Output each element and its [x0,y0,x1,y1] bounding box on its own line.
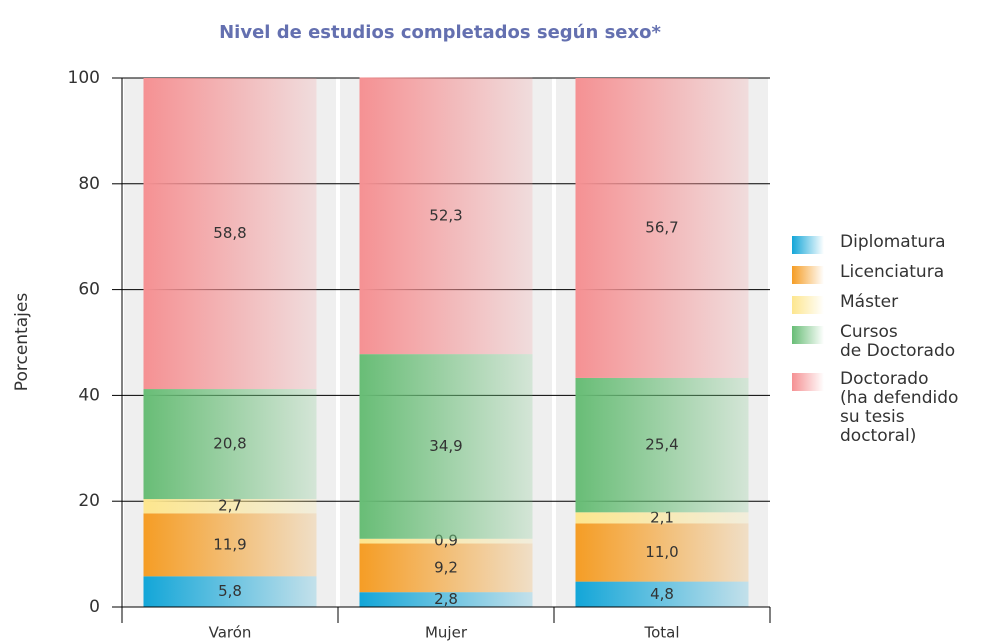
value-label: 5,8 [218,582,242,600]
bar-segment [575,78,749,378]
bar-segment [359,592,533,607]
value-label: 11,9 [213,535,246,553]
x-tick-label: Mujer [425,624,468,641]
y-tick-label: 100 [68,68,100,88]
legend-swatch [792,326,824,344]
y-tick-label: 20 [78,491,100,511]
legend-swatch [792,236,824,254]
bar-segment [143,78,317,390]
legend-item: Diplomatura [792,233,987,254]
bar-segment [143,499,317,514]
bar-segment [575,377,749,513]
legend: Diplomatura Licenciatura Máster Cursos de D… [792,233,987,455]
legend-item: Máster [792,293,987,314]
legend-item: Cursos de Doctorado [792,323,987,361]
y-axis-label: Porcentajes [12,293,32,392]
legend-swatch [792,296,824,314]
value-label: 4,8 [650,585,674,603]
value-label: 2,7 [218,497,242,515]
legend-item: Doctorado (ha defendido su tesis doctora… [792,370,987,446]
y-tick-label: 80 [78,174,100,194]
bar-segment [143,513,317,577]
bar-segment [359,538,533,544]
value-label: 2,8 [434,590,458,608]
value-label: 34,9 [429,437,462,455]
legend-swatch [792,266,824,284]
bar-segment [359,354,533,539]
legend-label: Doctorado (ha defendido su tesis doctora… [840,369,959,446]
value-label: 52,3 [429,206,462,224]
y-tick-label: 40 [78,385,100,405]
legend-label: Cursos de Doctorado [840,322,956,361]
y-tick-label: 60 [78,280,100,300]
bar-segment [359,543,533,593]
value-label: 56,7 [645,218,678,236]
legend-label: Licenciatura [840,262,945,282]
bar-segment [143,576,317,607]
value-label: 11,0 [645,543,678,561]
bar-segment [143,389,317,500]
legend-label: Máster [840,292,899,312]
bar-segment [575,523,749,582]
legend-item: Licenciatura [792,263,987,284]
bar-segment [359,77,533,355]
x-tick-label: Total [643,624,679,641]
chart-title: Nivel de estudios completados según sexo… [219,22,661,43]
value-label: 9,2 [434,558,458,576]
value-label: 20,8 [213,435,246,453]
value-label: 25,4 [645,436,678,454]
bar-segment [575,512,749,524]
value-label: 58,8 [213,224,246,242]
legend-label: Diplomatura [840,232,946,252]
y-tick-label: 0 [89,597,100,617]
value-label: 2,1 [650,508,674,526]
legend-swatch [792,373,824,391]
bar-segment [575,581,749,607]
x-tick-label: Varón [209,624,252,641]
